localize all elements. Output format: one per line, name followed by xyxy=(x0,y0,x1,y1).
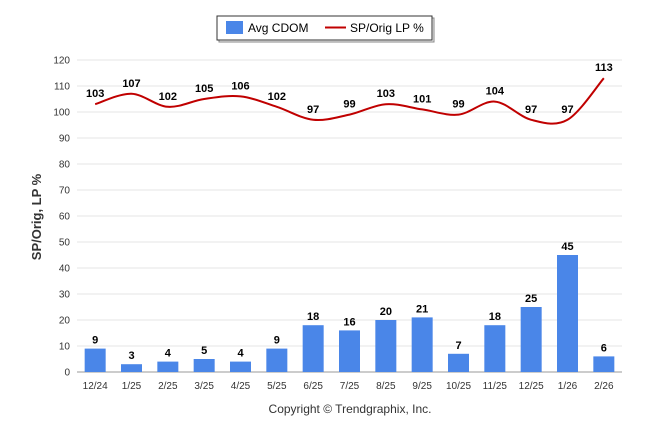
bar-data-label: 3 xyxy=(128,350,134,362)
y-tick-label: 30 xyxy=(59,290,71,301)
x-tick-label: 8/25 xyxy=(376,381,396,392)
bar xyxy=(593,356,615,372)
copyright: Copyright © Trendgraphix, Inc. xyxy=(269,402,432,416)
bar xyxy=(302,325,324,372)
y-tick-label: 0 xyxy=(64,368,70,379)
legend-box xyxy=(216,15,433,41)
line-data-label: 104 xyxy=(486,86,505,98)
legend: Avg CDOM SP/Orig LP % xyxy=(216,15,435,43)
y-axis-ticks: 0 10 20 30 40 50 60 70 80 90 100 110 120 xyxy=(53,56,70,379)
x-tick-label: 2/25 xyxy=(158,381,178,392)
bar-data-label: 16 xyxy=(343,316,355,328)
line-data-label: 97 xyxy=(525,104,537,116)
bar xyxy=(484,325,506,372)
y-tick-label: 90 xyxy=(59,134,71,145)
x-tick-label: 9/25 xyxy=(412,381,432,392)
bar xyxy=(339,330,360,372)
x-tick-label: 12/25 xyxy=(519,381,544,392)
bar xyxy=(557,255,578,372)
bar xyxy=(520,307,542,372)
x-tick-label: 2/26 xyxy=(594,381,614,392)
line-data-label: 97 xyxy=(561,104,573,116)
line-data-label: 102 xyxy=(268,91,286,103)
y-tick-label: 10 xyxy=(59,342,71,353)
x-tick-label: 3/25 xyxy=(194,381,214,392)
line-data-label: 105 xyxy=(195,83,213,95)
x-tick-label: 12/24 xyxy=(83,381,108,392)
line-data-label: 99 xyxy=(452,99,464,111)
line-data-label: 102 xyxy=(159,91,177,103)
bar xyxy=(266,348,288,372)
y-tick-label: 120 xyxy=(53,56,70,67)
y-tick-label: 60 xyxy=(59,212,71,223)
bar xyxy=(193,359,215,372)
x-tick-label: 5/25 xyxy=(267,381,287,392)
line-data-label: 113 xyxy=(595,62,613,74)
bar-data-label: 25 xyxy=(525,293,537,305)
y-tick-label: 40 xyxy=(59,264,71,275)
line-data-label: 103 xyxy=(377,88,395,100)
y-tick-label: 70 xyxy=(59,186,71,197)
y-tick-label: 100 xyxy=(53,108,70,119)
bar xyxy=(375,320,397,372)
bar-data-label: 9 xyxy=(92,335,98,347)
bar-data-label: 5 xyxy=(201,345,207,357)
line-data-label: 99 xyxy=(343,99,355,111)
bar-data-label: 6 xyxy=(601,342,607,354)
bar-data-label: 45 xyxy=(561,241,573,253)
bar-data-label: 18 xyxy=(489,311,501,323)
bar-data-label: 9 xyxy=(274,335,280,347)
y-tick-label: 80 xyxy=(59,160,71,171)
x-tick-label: 6/25 xyxy=(303,381,323,392)
line-data-label: 101 xyxy=(413,93,431,105)
x-tick-label: 1/25 xyxy=(122,381,142,392)
bar xyxy=(448,353,469,372)
bar xyxy=(230,361,251,372)
x-tick-label: 4/25 xyxy=(231,381,251,392)
bar-data-label: 20 xyxy=(380,306,392,318)
bar-data-label: 4 xyxy=(237,348,244,360)
grid-lines xyxy=(77,59,622,373)
x-axis-ticks: 12/24 1/25 2/25 3/25 4/25 5/25 6/25 7/25 8/25 9/2… xyxy=(83,381,614,392)
x-tick-label: 7/25 xyxy=(340,381,360,392)
line-path xyxy=(94,77,605,125)
y-tick-label: 50 xyxy=(59,238,71,249)
x-tick-label: 1/26 xyxy=(558,381,578,392)
x-tick-label: 11/25 xyxy=(483,381,508,392)
legend-swatch-bars xyxy=(226,21,243,34)
line-data-label: 97 xyxy=(307,104,319,116)
x-tick-label: 10/25 xyxy=(446,381,471,392)
line-data-label: 107 xyxy=(122,78,140,90)
line-series: 103 107 102 105 106 102 97 99 103 101 99 104 97 97 113 xyxy=(86,62,613,125)
legend-label-line: SP/Orig LP % xyxy=(350,21,424,35)
legend-label-bars: Avg CDOM xyxy=(248,21,308,35)
bar-data-label: 7 xyxy=(455,340,461,352)
bar-data-label: 18 xyxy=(307,311,319,323)
bar-data-label: 4 xyxy=(165,348,172,360)
y-axis-title: SP/Orig, LP % xyxy=(29,173,44,260)
line-data-label: 106 xyxy=(231,80,249,92)
bar xyxy=(157,361,179,372)
y-tick-label: 110 xyxy=(54,82,70,93)
bar xyxy=(84,348,106,372)
bar xyxy=(121,364,142,372)
y-tick-label: 20 xyxy=(59,316,71,327)
line-data-label: 103 xyxy=(86,88,104,100)
bar xyxy=(411,317,433,372)
bar-data-label: 21 xyxy=(416,303,428,315)
